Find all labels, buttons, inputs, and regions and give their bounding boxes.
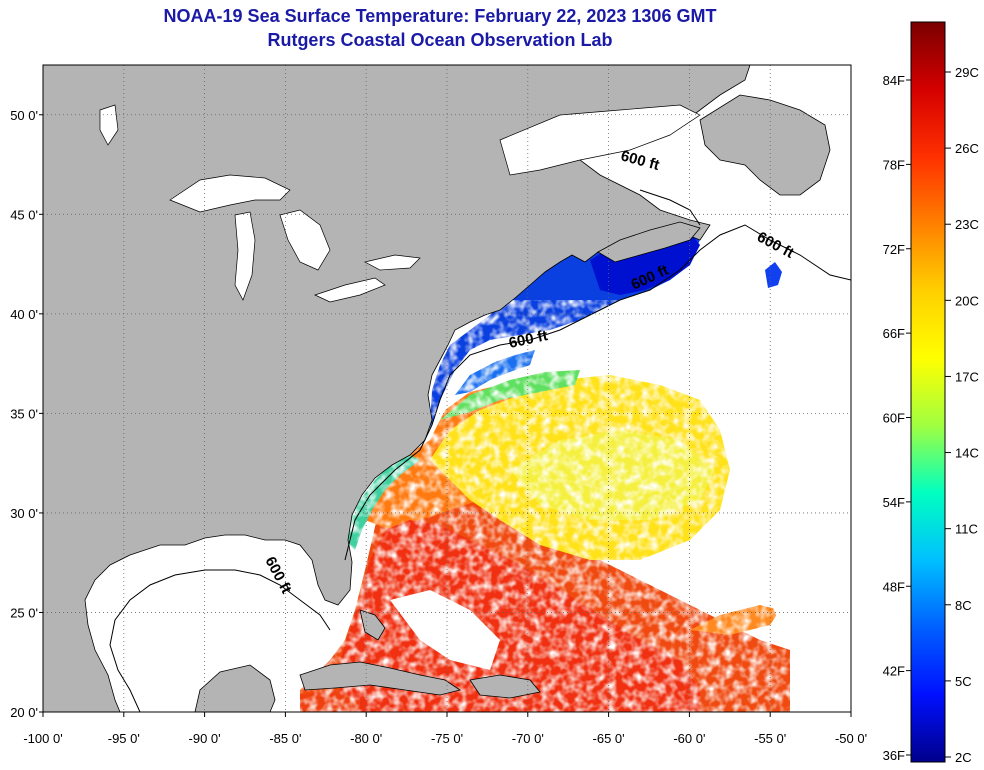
lat-tick-label: 50 0' bbox=[10, 108, 38, 123]
lon-tick-label: -70 0' bbox=[512, 731, 544, 746]
colorbar-f-label: 36F bbox=[883, 748, 905, 763]
map-title: NOAA-19 Sea Surface Temperature: Februar… bbox=[163, 6, 717, 26]
colorbar-c-label: 20C bbox=[955, 293, 979, 308]
lon-tick-label: -95 0' bbox=[108, 731, 140, 746]
lon-tick-label: -75 0' bbox=[431, 731, 463, 746]
lake-ontario bbox=[364, 254, 421, 271]
lat-tick-label: 45 0' bbox=[10, 207, 38, 222]
lon-tick-label: -90 0' bbox=[189, 731, 221, 746]
lat-tick-label: 20 0' bbox=[10, 705, 38, 720]
colorbar-c-label: 2C bbox=[955, 750, 972, 765]
lake-huron bbox=[279, 209, 331, 271]
hispaniola-land bbox=[469, 674, 541, 699]
contour-labrador bbox=[639, 189, 701, 226]
lat-tick-label: 30 0' bbox=[10, 506, 38, 521]
colorbar-c-label: 23C bbox=[955, 217, 979, 232]
colorbar-f-label: 66F bbox=[883, 326, 905, 341]
colorbar-f-label: 48F bbox=[883, 579, 905, 594]
colorbar-f-label: 60F bbox=[883, 411, 905, 426]
lon-tick-label: -85 0' bbox=[269, 731, 301, 746]
contour-gulf bbox=[109, 569, 331, 712]
colorbar-ticks: 84F 78F 72F 66F 60F 54F 48F 42F 36F 29C 26C 23C 20C 1… bbox=[883, 65, 979, 765]
cuba-land bbox=[299, 661, 461, 696]
cloud-block-ne bbox=[560, 300, 851, 470]
colorbar-f-label: 72F bbox=[883, 242, 905, 257]
cloud-caribbean bbox=[390, 590, 500, 670]
graticule bbox=[43, 65, 851, 712]
lakes bbox=[99, 104, 701, 303]
land bbox=[43, 65, 831, 712]
map-content: 600 ft 600 ft 600 ft 600 ft 600 ft bbox=[43, 65, 851, 712]
yucatan-land bbox=[194, 664, 276, 712]
colorbar-c-label: 17C bbox=[955, 369, 979, 384]
colorbar bbox=[910, 21, 946, 763]
colorbar-f-label: 84F bbox=[883, 73, 905, 88]
lon-tick-label: -80 0' bbox=[350, 731, 382, 746]
sst-field bbox=[300, 230, 851, 712]
contour-east-coast bbox=[344, 224, 851, 561]
lon-tick-label: -100 0' bbox=[23, 731, 62, 746]
map-axes: -100 0' -95 0' -90 0' -85 0' -80 0' -75 0' -70… bbox=[10, 108, 867, 746]
lake-superior bbox=[169, 174, 291, 213]
colorbar-f-label: 54F bbox=[883, 495, 905, 510]
lat-tick-label: 35 0' bbox=[10, 406, 38, 421]
lake-winnipeg bbox=[99, 104, 119, 146]
colorbar-c-label: 8C bbox=[955, 598, 972, 613]
depth-contour bbox=[109, 189, 851, 712]
lake-erie bbox=[314, 277, 386, 303]
colorbar-f-label: 78F bbox=[883, 157, 905, 172]
lake-michigan bbox=[234, 211, 256, 301]
colorbar-c-label: 29C bbox=[955, 65, 979, 80]
lon-tick-label: -65 0' bbox=[593, 731, 625, 746]
colorbar-c-label: 11C bbox=[955, 522, 978, 537]
colorbar-c-label: 5C bbox=[955, 674, 972, 689]
colorbar-c-label: 14C bbox=[955, 446, 979, 461]
colorbar-c-label: 26C bbox=[955, 141, 979, 156]
lon-tick-label: -50 0' bbox=[835, 731, 867, 746]
lat-tick-label: 25 0' bbox=[10, 605, 38, 620]
newfoundland-land bbox=[699, 94, 831, 196]
lon-tick-label: -55 0' bbox=[754, 731, 786, 746]
lat-tick-label: 40 0' bbox=[10, 307, 38, 322]
nova-scotia-land bbox=[597, 221, 701, 263]
hudson-bay-edge bbox=[499, 104, 701, 176]
sst-cold-grandbanks bbox=[765, 262, 782, 288]
north-america-land bbox=[43, 65, 751, 712]
colorbar-f-label: 42F bbox=[883, 664, 905, 679]
cloud-block-se bbox=[760, 500, 851, 712]
lon-tick-label: -60 0' bbox=[673, 731, 705, 746]
map-subtitle: Rutgers Coastal Ocean Observation Lab bbox=[267, 30, 613, 50]
